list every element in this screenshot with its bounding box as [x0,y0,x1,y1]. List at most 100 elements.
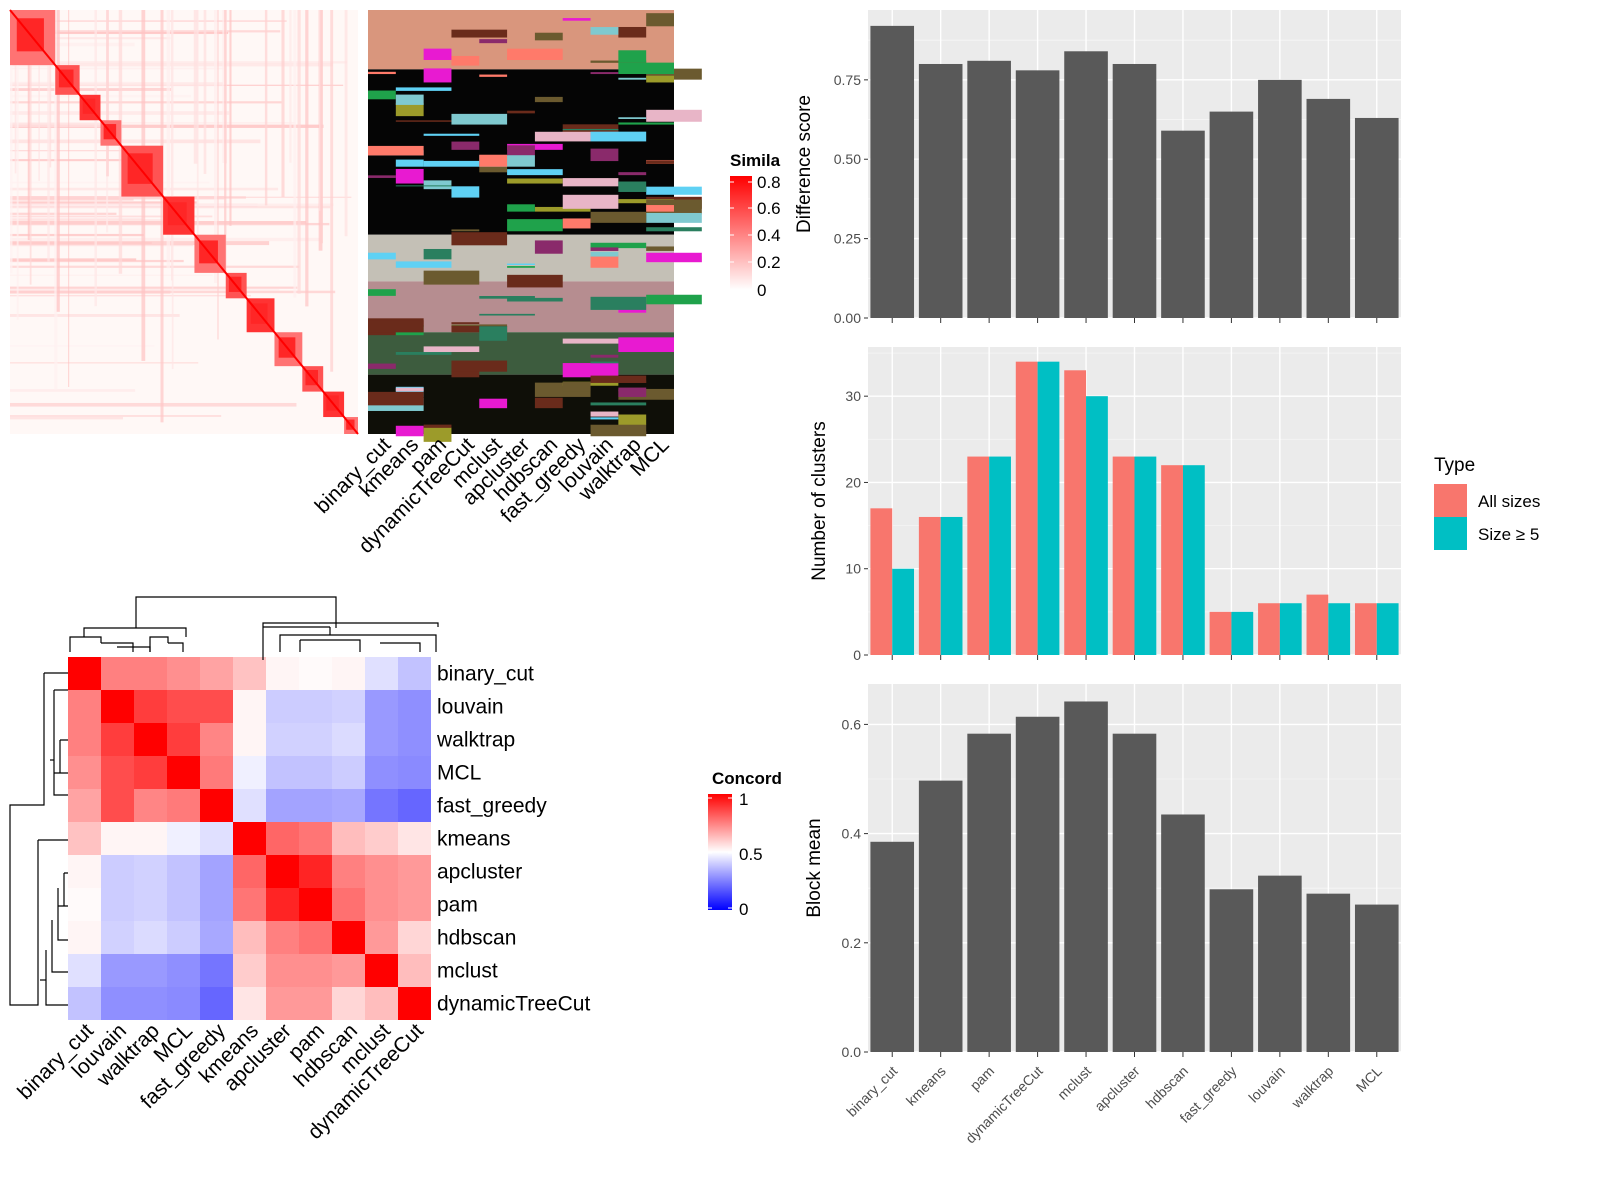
similarity-legend: Simila 0.8 0.6 0.4 0.2 0 [730,151,781,300]
concordance-cell [398,657,431,690]
membership-cell [618,26,647,38]
concordance-cell [200,921,233,954]
concordance-cell [332,921,365,954]
concordance-cell [332,789,365,822]
bar [1258,79,1302,318]
legend-key-all-sizes [1434,484,1467,517]
membership-cell [395,87,452,91]
concordance-cell [134,855,167,888]
concordance-row-label: fast_greedy [437,795,547,818]
membership-cell [534,240,563,254]
y-tick-label: 20 [845,474,861,490]
membership-cell [590,27,619,35]
concordance-cell [200,888,233,921]
concordance-cell [398,987,431,1020]
bar-size-ge-5 [940,516,963,655]
y-tick-label: 0.25 [834,231,861,247]
y-tick-label: 0.2 [842,935,862,951]
x-tick-label: louvain [1245,1063,1288,1106]
concordance-cell [299,987,332,1020]
membership-cell [479,296,535,299]
concordance-row-label: louvain [437,696,504,719]
heatmap-stripe [196,10,199,240]
heatmap-stripe [171,10,173,281]
membership-cell [618,172,647,176]
membership-cell [423,68,452,83]
concordance-legend-tick-label: 0 [739,900,748,919]
bar-size-ge-5 [1037,361,1060,655]
concordance-cell [266,723,299,756]
concordance-cell [365,756,398,789]
membership-cell [451,55,480,66]
bar [1354,904,1399,1052]
concordance-cell [233,756,266,789]
concordance-cell [68,756,101,789]
concordance-cell [332,657,365,690]
membership-cell [646,212,702,223]
membership-cell [451,232,508,246]
y-tick-label: 10 [845,561,861,577]
concordance-cell [101,657,134,690]
membership-cell [507,274,563,288]
concordance-cell [101,855,134,888]
concordance-row-label: kmeans [437,828,511,851]
concordance-cell [299,789,332,822]
concordance-cell [299,756,332,789]
concordance-cell [266,888,299,921]
concordance-cell [101,987,134,1020]
column-dendrogram [135,596,337,628]
concordance-cell [68,921,101,954]
bar [1161,814,1205,1052]
concordance-cell [398,690,431,723]
membership-cell [646,109,702,122]
concordance-legend-title: Concord [712,769,782,788]
concordance-cell [134,789,167,822]
heatmap-stripe [289,10,292,163]
membership-cell [590,72,619,75]
concordance-cell [68,789,101,822]
y-tick-label: 0.75 [834,72,861,88]
y-tick-label: 30 [845,388,861,404]
column-dendrogram [279,627,437,652]
bar-all-sizes [1306,594,1329,655]
concordance-cell [332,690,365,723]
membership-cell [590,417,619,420]
membership-cell [646,160,674,164]
similarity-legend-bar [730,176,752,290]
concordance-cell [200,954,233,987]
concordance-cell [365,921,398,954]
membership-cell [451,360,508,372]
column-dendrogram [101,642,134,652]
concordance-cell [233,657,266,690]
membership-cell [368,145,424,156]
membership-cell [646,227,702,232]
row-dendrogram [58,872,68,907]
heatmap-stripe [10,123,117,127]
concordance-cell [167,789,200,822]
row-dendrogram [57,888,68,941]
concordance-cell [200,855,233,888]
concordance-cell [68,657,101,690]
concordance-cell [266,987,299,1020]
bar [1306,893,1351,1052]
concordance-cell [299,855,332,888]
heatmap-stripe [214,10,218,284]
y-axis-label: Block mean [804,818,825,917]
membership-cell [395,387,424,392]
membership-cell [395,159,424,167]
heatmap-stripe [16,10,19,320]
heatmap-stripe [160,10,164,423]
bar-all-sizes [918,516,941,655]
similarity-legend-tick-label: 0.8 [757,173,781,192]
membership-cell [534,397,563,409]
membership-cell [534,131,591,142]
concordance-row-label: mclust [437,960,498,983]
concordance-cell [101,822,134,855]
membership-cell [590,242,647,249]
membership-cell [451,324,508,327]
y-tick-label: 0 [853,647,861,663]
membership-cell [479,326,508,341]
column-dendrogram [149,636,169,643]
bar [1209,111,1254,318]
